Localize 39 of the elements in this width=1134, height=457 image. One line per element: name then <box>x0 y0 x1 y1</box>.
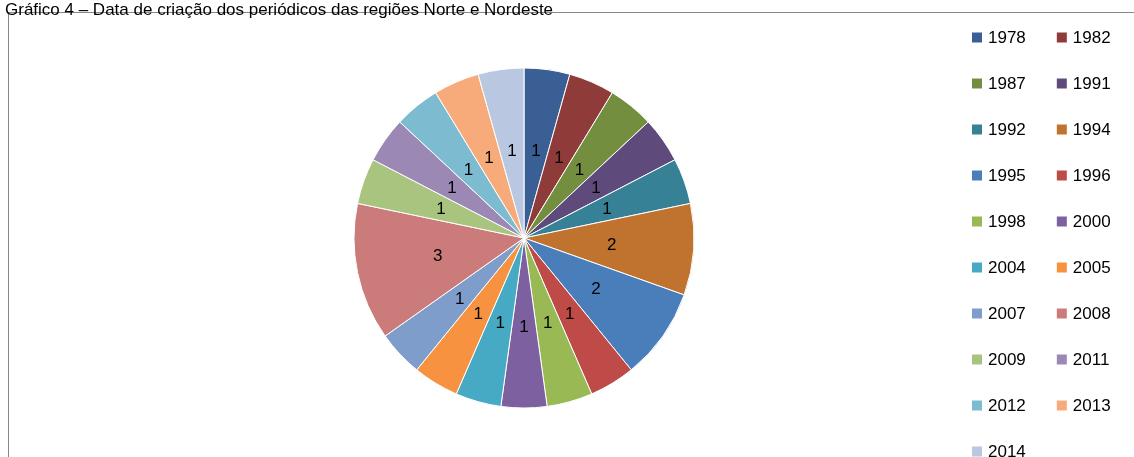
legend-label: 1978 <box>988 28 1026 47</box>
legend-label: 1998 <box>988 212 1026 231</box>
legend-label: 1995 <box>988 166 1026 185</box>
data-label: 1 <box>436 199 446 219</box>
data-label: 1 <box>531 141 541 161</box>
legend-label: 1987 <box>988 74 1026 93</box>
legend-label: 2004 <box>988 258 1026 277</box>
data-label: 1 <box>484 147 494 167</box>
data-label: 1 <box>454 288 465 308</box>
data-label: 1 <box>564 303 575 323</box>
legend-label: 1992 <box>988 120 1026 139</box>
data-label: 1 <box>602 199 612 219</box>
legend-label: 1991 <box>1072 74 1111 93</box>
chart-title: Gráfico 4 – Data de criação dos periódicos das regiões Norte e Nordeste <box>5 0 554 19</box>
legend-label: 2012 <box>988 396 1026 415</box>
legend-label: 2009 <box>988 350 1026 369</box>
data-label: 1 <box>507 141 517 161</box>
data-label: 1 <box>495 313 505 333</box>
legend-label: 2005 <box>1072 258 1111 277</box>
data-label: 1 <box>447 177 457 197</box>
data-label: 2 <box>607 234 617 254</box>
data-label: 1 <box>473 303 484 323</box>
legend-label: 1996 <box>1072 166 1111 185</box>
data-label: 1 <box>543 313 553 333</box>
legend-label: 1994 <box>1072 120 1111 139</box>
data-label: 1 <box>554 147 564 167</box>
legend-label: 2013 <box>1072 396 1111 415</box>
data-label: 1 <box>463 160 474 180</box>
legend-label: 2011 <box>1072 350 1110 369</box>
data-label: 1 <box>519 316 529 336</box>
data-label: 1 <box>574 160 585 180</box>
legend-label: 1982 <box>1072 28 1111 47</box>
data-label: 1 <box>591 177 601 197</box>
data-label: 2 <box>591 279 601 299</box>
legend-label: 2000 <box>1072 212 1111 231</box>
legend-label: 2007 <box>988 304 1026 323</box>
data-label: 3 <box>433 246 443 266</box>
legend-label: 2014 <box>988 442 1026 457</box>
legend-label: 2008 <box>1072 304 1111 323</box>
